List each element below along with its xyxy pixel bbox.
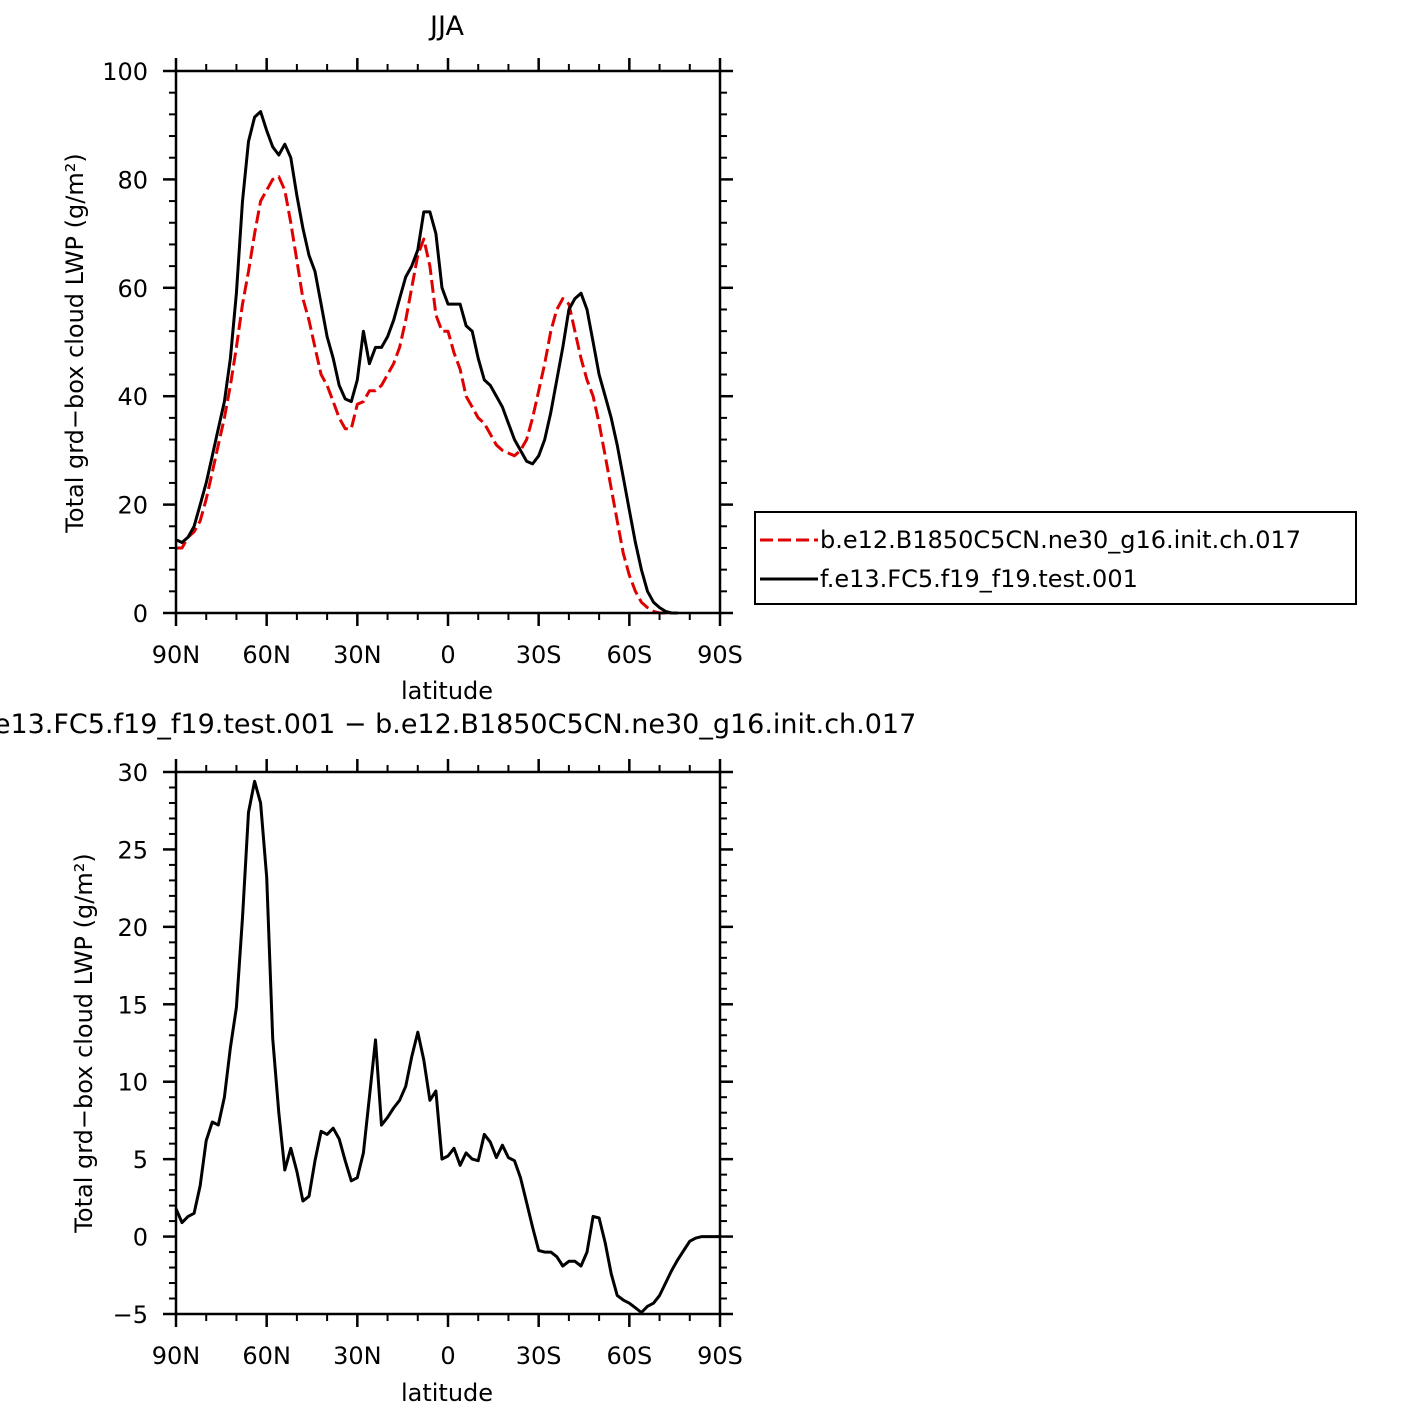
bottom-chart-title: f.e13.FC5.f19_f19.test.001 − b.e12.B1850… (0, 709, 916, 740)
top-x-tick-label: 60N (242, 641, 291, 669)
top-series-line-0 (176, 175, 678, 615)
top-y-axis-label: Total grd−box cloud LWP (g/m²) (61, 153, 89, 533)
bottom-axes-layer: 90N 60N 30N 0 30S 60S 90S −5 0 5 10 15 20 25 30 (113, 759, 743, 1370)
top-series-line-1 (175, 110, 678, 615)
top-plot-frame (174, 69, 722, 615)
bottom-x-tick-label: 0 (440, 1342, 455, 1370)
top-x-tick-label: 0 (440, 641, 455, 669)
top-panel: JJA 90N 60N 30N 0 30S 60S 90S 0 20 40 60 80 100 lati… (61, 11, 1357, 705)
bottom-series-layer (174, 779, 720, 1314)
bottom-x-tick-label: 90S (697, 1342, 743, 1370)
bottom-y-tick-label: 30 (117, 759, 148, 787)
bottom-y-tick-label: 0 (133, 1224, 148, 1252)
bottom-x-tick-label: 60N (242, 1342, 291, 1370)
bottom-plot-frame (174, 770, 722, 1316)
top-y-tick-label: 40 (117, 383, 148, 411)
bottom-y-tick-label: 25 (117, 836, 148, 864)
top-x-tick-label: 90S (697, 641, 743, 669)
top-x-tick-label: 30S (516, 641, 562, 669)
bottom-y-tick-label: 10 (117, 1069, 148, 1097)
top-x-tick-label: 30N (333, 641, 382, 669)
bottom-x-tick-label: 30N (333, 1342, 382, 1370)
top-x-axis-label: latitude (401, 677, 493, 705)
top-series-layer (175, 110, 678, 615)
legend-box (754, 511, 1357, 605)
bottom-y-tick-label: 20 (117, 914, 148, 942)
top-y-tick-label: 0 (133, 600, 148, 628)
top-chart-title: JJA (428, 11, 464, 42)
legend: b.e12.B1850C5CN.ne30_g16.init.ch.017 f.e… (754, 511, 1357, 605)
bottom-y-axis-label: Total grd−box cloud LWP (g/m²) (70, 853, 98, 1233)
top-x-tick-label: 60S (606, 641, 652, 669)
bottom-x-tick-label: 60S (606, 1342, 652, 1370)
bottom-x-axis-label: latitude (401, 1379, 493, 1407)
bottom-x-tick-label: 90N (152, 1342, 201, 1370)
top-x-tick-label: 90N (152, 641, 201, 669)
legend-label-model-f: f.e13.FC5.f19_f19.test.001 (820, 565, 1138, 593)
top-y-tick-label: 60 (117, 275, 148, 303)
top-y-tick-label: 100 (102, 58, 148, 86)
bottom-y-tick-label: 5 (133, 1146, 148, 1174)
bottom-y-tick-label: −5 (113, 1301, 148, 1329)
bottom-panel: f.e13.FC5.f19_f19.test.001 − b.e12.B1850… (0, 709, 916, 1407)
bottom-series-line-0 (174, 779, 720, 1314)
top-y-tick-label: 80 (117, 166, 148, 194)
bottom-y-tick-label: 15 (117, 991, 148, 1019)
bottom-x-tick-label: 30S (516, 1342, 562, 1370)
legend-label-model-b: b.e12.B1850C5CN.ne30_g16.init.ch.017 (820, 526, 1301, 554)
top-axes-layer: 90N 60N 30N 0 30S 60S 90S 0 20 40 60 80 100 (102, 58, 743, 669)
top-y-tick-label: 20 (117, 492, 148, 520)
